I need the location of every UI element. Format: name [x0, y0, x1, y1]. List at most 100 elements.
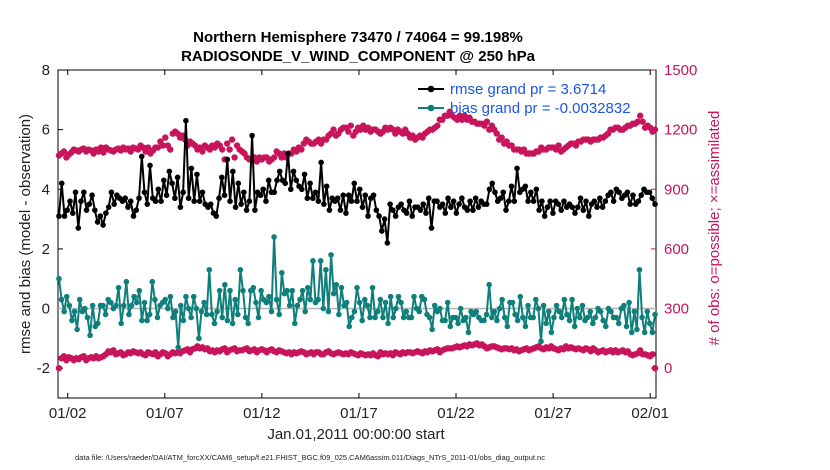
- rmse-point: [290, 168, 297, 175]
- x-tick-label: 01/17: [340, 405, 378, 422]
- chart-subtitle: RADIOSONDE_V_WIND_COMPONENT @ 250 hPa: [181, 48, 536, 65]
- bias-point: [61, 308, 67, 315]
- bias-point: [364, 302, 371, 309]
- bias-point: [369, 284, 376, 291]
- bias-point: [289, 287, 296, 294]
- bias-point: [530, 314, 537, 321]
- bias-point: [359, 317, 365, 324]
- bias-point: [320, 305, 327, 312]
- y2-tick-label: 600: [664, 241, 689, 258]
- bias-point: [400, 314, 407, 321]
- y-axis-right: 0 300 600 900 1200 1500: [651, 62, 697, 377]
- y-tick-label: 4: [42, 181, 50, 198]
- bias-point: [146, 311, 153, 318]
- rmse-point: [530, 198, 537, 204]
- y2-tick-label: 300: [664, 301, 689, 318]
- rmse-point: [83, 207, 90, 213]
- rmse-point: [194, 171, 200, 178]
- rmse-point: [230, 168, 236, 175]
- rmse-point: [136, 195, 142, 202]
- bias-point: [566, 317, 573, 324]
- bias-point: [211, 320, 218, 327]
- rmse-point: [528, 189, 534, 196]
- bias-point: [483, 311, 490, 318]
- rmse-point: [630, 192, 636, 199]
- rmse-point: [122, 195, 128, 202]
- rmse-point: [373, 207, 380, 213]
- bias-point: [636, 266, 643, 273]
- bias-point: [273, 296, 280, 303]
- rmse-point: [158, 198, 164, 204]
- obs_possible-point: [493, 130, 500, 137]
- rmse-point: [439, 201, 446, 207]
- legend: rmse grand pr = 3.6714 bias grand pr = -…: [418, 81, 631, 117]
- rmse-point: [525, 198, 531, 204]
- bias-point: [374, 308, 381, 315]
- bias-point: [608, 308, 614, 315]
- bias-point: [222, 281, 228, 288]
- rmse-point: [558, 207, 565, 213]
- rmse-point: [326, 207, 333, 213]
- bias-point: [284, 287, 290, 294]
- bias-point: [631, 308, 638, 315]
- bias-point: [501, 314, 508, 321]
- rmse-point: [544, 204, 551, 210]
- rmse-point: [387, 201, 393, 207]
- rmse-point: [78, 198, 84, 204]
- bias-point: [299, 287, 306, 294]
- legend-bias-marker: [427, 104, 435, 112]
- rmse-point: [409, 213, 415, 219]
- rmse-point: [453, 210, 460, 216]
- rmse-point: [522, 183, 529, 190]
- rmse-point: [359, 204, 366, 210]
- rmse-point: [362, 192, 369, 199]
- rmse-point: [103, 210, 109, 216]
- rmse-point: [260, 186, 266, 193]
- bias-point: [185, 305, 192, 312]
- bias-point: [193, 305, 200, 312]
- rmse-point: [56, 213, 62, 219]
- bias-point: [338, 284, 345, 291]
- bias-point: [133, 299, 140, 306]
- bias-point: [201, 299, 207, 306]
- bias-point: [333, 281, 340, 288]
- rmse-point: [169, 180, 175, 187]
- bias-point: [177, 302, 184, 309]
- bias-point: [545, 308, 552, 315]
- bias-point: [183, 293, 189, 300]
- rmse-point: [232, 204, 239, 210]
- x-tick-label: 01/12: [243, 405, 281, 422]
- y2-axis-label: # of obs: o=possible; ×=assimilated: [706, 111, 723, 346]
- rmse-point: [580, 207, 587, 213]
- rmse-point: [263, 198, 269, 204]
- bias-point: [56, 275, 62, 282]
- rmse-point: [489, 180, 496, 187]
- rmse-point: [97, 213, 104, 219]
- bias-point: [548, 329, 555, 336]
- bias-point: [258, 287, 264, 294]
- y-axis-label: rmse and bias (model - observation): [17, 114, 34, 354]
- bias-point: [198, 308, 205, 315]
- rmse-point: [616, 189, 622, 196]
- bias-point: [525, 302, 531, 309]
- rmse-point: [207, 201, 214, 207]
- y2-tick-label: 1500: [664, 62, 697, 79]
- bias-point: [87, 332, 93, 339]
- bias-point: [564, 311, 570, 318]
- rmse-point: [376, 213, 382, 219]
- rmse-point: [246, 198, 253, 204]
- bias-point: [304, 284, 311, 291]
- x-tick-label: 01/02: [49, 405, 87, 422]
- bias-point: [377, 296, 384, 303]
- bias-point: [571, 323, 578, 330]
- bias-point: [136, 287, 143, 294]
- rmse-point: [569, 204, 576, 210]
- bias-point: [558, 314, 565, 321]
- bias-point: [286, 302, 293, 309]
- rmse-point: [61, 213, 68, 219]
- bias-point: [279, 269, 285, 276]
- bias-point: [385, 320, 391, 327]
- bias-point: [162, 296, 169, 303]
- rmse-point: [508, 183, 515, 190]
- rmse-point: [379, 228, 385, 234]
